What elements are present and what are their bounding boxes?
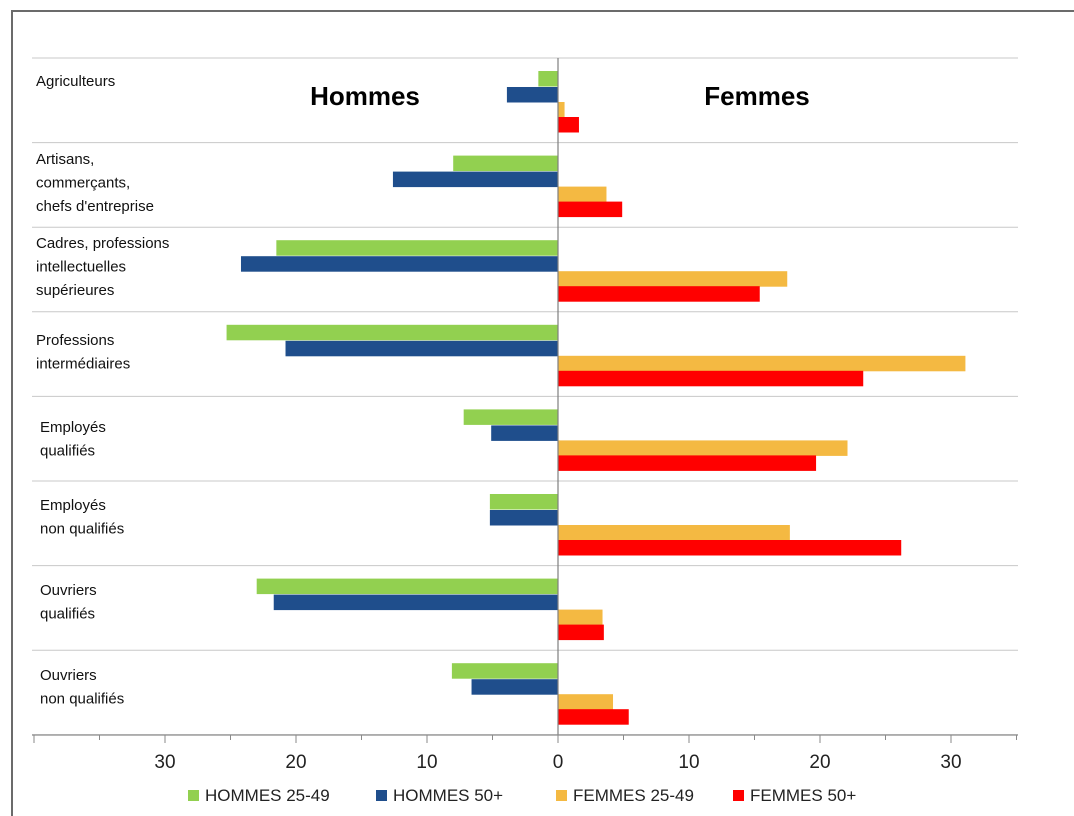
x-tick-label: 0	[553, 752, 564, 773]
x-tick-label: 20	[809, 752, 830, 773]
bar	[558, 440, 848, 456]
bar	[392, 171, 558, 188]
bar	[285, 340, 558, 357]
category-label: non qualifiés	[40, 691, 124, 708]
legend-swatch	[376, 790, 387, 801]
x-tick-label: 20	[285, 752, 306, 773]
bar	[273, 594, 558, 611]
category-label: supérieures	[36, 282, 114, 299]
bar	[506, 87, 558, 103]
legend-label: FEMMES 25-49	[573, 786, 694, 805]
bar	[558, 609, 603, 626]
category-label: commerçants,	[36, 175, 130, 192]
bar	[489, 510, 558, 526]
category-label: Professions	[36, 332, 114, 349]
category-label: intermédiaires	[36, 356, 130, 373]
bar	[491, 425, 558, 441]
category-label: qualifiés	[40, 606, 95, 623]
x-tick-label: 10	[678, 752, 699, 773]
bar	[558, 525, 790, 541]
x-tick-label: 30	[940, 752, 961, 773]
category-label: Artisans,	[36, 151, 94, 168]
legend-swatch	[188, 790, 199, 801]
bar	[489, 494, 558, 510]
bar	[240, 256, 559, 272]
legend-label: HOMMES 50+	[393, 786, 503, 805]
legend-label: FEMMES 50+	[750, 786, 856, 805]
bar	[558, 455, 817, 471]
bar	[558, 540, 902, 556]
category-label: Ouvriers	[40, 582, 97, 599]
bar	[558, 624, 604, 641]
bar	[558, 186, 607, 203]
bar	[453, 155, 558, 172]
category-label: Cadres, professions	[36, 235, 169, 252]
legend-swatch	[733, 790, 744, 801]
bar	[256, 578, 558, 595]
legend-label: HOMMES 25-49	[205, 786, 330, 805]
category-label: Ouvriers	[40, 667, 97, 684]
bar	[538, 71, 558, 87]
bar	[471, 679, 558, 695]
bar	[558, 355, 966, 372]
bar	[451, 663, 558, 679]
bar	[276, 240, 558, 256]
bar	[558, 271, 788, 287]
bar	[558, 286, 760, 302]
legend-swatch	[556, 790, 567, 801]
bar	[558, 102, 565, 118]
bar	[558, 117, 579, 133]
side-title-right: Femmes	[704, 81, 810, 111]
category-label: Agriculteurs	[36, 73, 115, 90]
category-label: Employés	[40, 497, 106, 514]
x-tick-label: 10	[416, 752, 437, 773]
x-tick-label: 30	[154, 752, 175, 773]
bar	[558, 370, 864, 387]
category-label: Employés	[40, 419, 106, 436]
category-label: qualifiés	[40, 443, 95, 460]
bar	[463, 409, 558, 425]
bar	[558, 694, 614, 710]
bar	[226, 324, 558, 341]
bar	[558, 709, 629, 725]
category-label: chefs d'entreprise	[36, 198, 154, 215]
side-title-left: Hommes	[310, 81, 420, 111]
category-label: intellectuelles	[36, 259, 126, 276]
bar	[558, 201, 623, 218]
category-label: non qualifiés	[40, 521, 124, 538]
chart-border	[11, 10, 1074, 816]
